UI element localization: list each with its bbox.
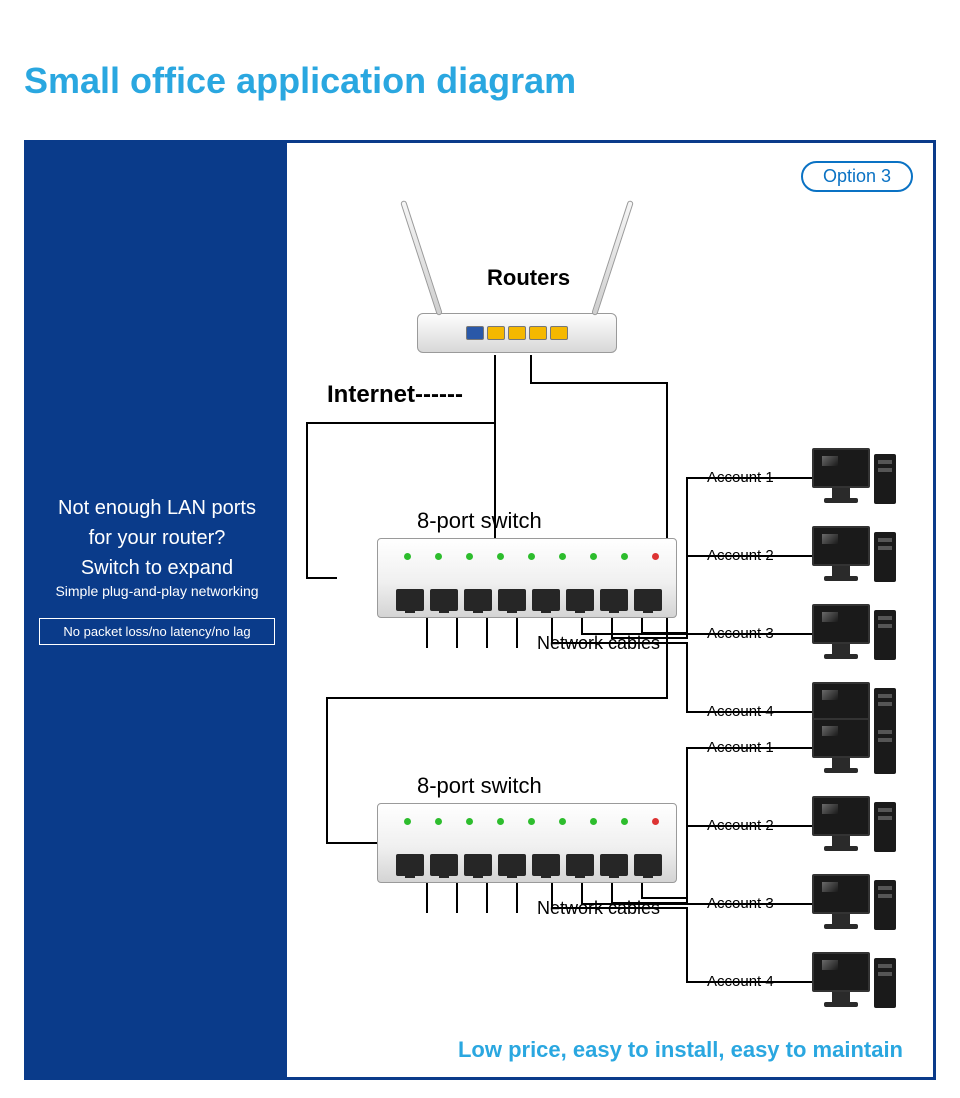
pc-icon — [812, 952, 902, 1010]
switch-1 — [377, 538, 677, 618]
switch-ports — [396, 589, 662, 611]
account-label: Account 1 — [707, 469, 774, 486]
account-label: Account 2 — [707, 547, 774, 564]
switch-2 — [377, 803, 677, 883]
account-label: Account 3 — [707, 895, 774, 912]
router-body — [417, 313, 617, 353]
account-label: Account 1 — [707, 739, 774, 756]
account-label: Account 4 — [707, 703, 774, 720]
cables2-label: Network cables — [537, 898, 660, 919]
sidebar-badge: No packet loss/no latency/no lag — [39, 618, 275, 645]
switch2-label: 8-port switch — [417, 773, 542, 799]
diagram-frame: Not enough LAN ports for your router? Sw… — [24, 140, 936, 1080]
option-badge: Option 3 — [801, 161, 913, 192]
page-title: Small office application diagram — [24, 60, 576, 102]
pc-icon — [812, 874, 902, 932]
switch-leds — [404, 553, 659, 560]
pc-icon — [812, 526, 902, 584]
switch1-label: 8-port switch — [417, 508, 542, 534]
cables1-label: Network cables — [537, 633, 660, 654]
pc-icon — [812, 448, 902, 506]
sidebar-headline: Not enough LAN ports for your router? Sw… — [27, 493, 287, 583]
pc-icon — [812, 604, 902, 662]
footer-tagline: Low price, easy to install, easy to main… — [458, 1037, 903, 1063]
routers-label: Routers — [487, 265, 570, 291]
switch-ports — [396, 854, 662, 876]
account-label: Account 3 — [707, 625, 774, 642]
sidebar: Not enough LAN ports for your router? Sw… — [27, 143, 287, 1077]
sidebar-sub: Simple plug-and-play networking — [27, 583, 287, 599]
internet-label: Internet------ — [327, 381, 463, 409]
router-ports — [466, 326, 568, 340]
pc-icon — [812, 718, 902, 776]
account-label: Account 2 — [707, 817, 774, 834]
router-device — [417, 313, 617, 353]
switch-leds — [404, 818, 659, 825]
pc-icon — [812, 796, 902, 854]
account-label: Account 4 — [707, 973, 774, 990]
